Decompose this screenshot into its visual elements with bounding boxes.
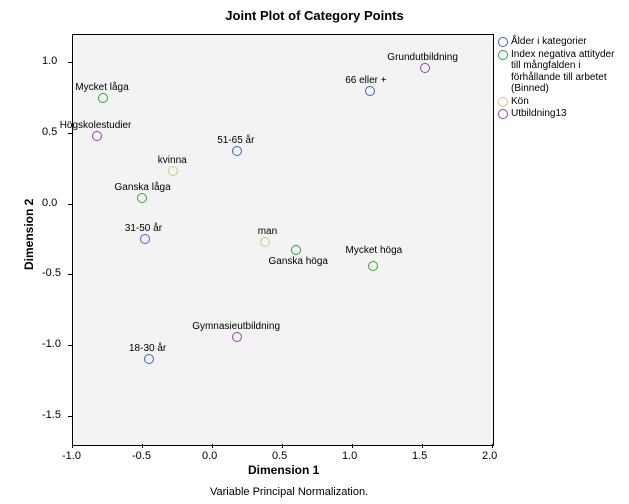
x-tick-label: -1.0 xyxy=(62,450,81,462)
x-tick xyxy=(352,444,353,448)
x-tick-label: 0.5 xyxy=(272,450,287,462)
y-tick xyxy=(68,62,72,63)
x-tick xyxy=(142,444,143,448)
x-tick-label: -0.5 xyxy=(132,450,151,462)
x-tick xyxy=(212,444,213,448)
x-axis-title: Dimension 1 xyxy=(248,463,319,477)
x-tick-label: 2.0 xyxy=(482,450,497,462)
data-point-label: Gymnasieutbildning xyxy=(192,321,280,332)
chart-title: Joint Plot of Category Points xyxy=(0,8,629,23)
legend-item: Utbildning13 xyxy=(498,108,625,120)
legend-item: Index negativa attityder till mångfalden… xyxy=(498,49,625,95)
y-tick-label: -1.0 xyxy=(42,338,61,350)
y-axis-title: Dimension 2 xyxy=(22,199,36,270)
y-tick xyxy=(68,133,72,134)
y-tick-label: -0.5 xyxy=(42,267,61,279)
legend-marker-icon xyxy=(498,50,508,60)
x-tick-label: 1.5 xyxy=(412,450,427,462)
y-tick-label: 0.5 xyxy=(42,126,57,138)
data-point-label: kvinna xyxy=(158,155,187,166)
y-tick xyxy=(68,204,72,205)
x-tick xyxy=(422,444,423,448)
data-point-label: Ganska höga xyxy=(269,256,329,267)
data-point-label: Mycket låga xyxy=(75,82,128,93)
x-tick-label: 0.0 xyxy=(202,450,217,462)
data-point-label: 66 eller + xyxy=(345,75,386,86)
data-point xyxy=(137,193,147,203)
data-point xyxy=(92,131,102,141)
y-tick xyxy=(68,345,72,346)
x-tick xyxy=(282,444,283,448)
legend-label: Index negativa attityder till mångfalden… xyxy=(511,49,625,95)
data-point xyxy=(98,93,108,103)
data-point-label: 31-50 år xyxy=(125,223,162,234)
y-tick xyxy=(68,416,72,417)
data-point-label: Ganska låga xyxy=(115,182,171,193)
y-tick-label: 1.0 xyxy=(42,55,57,67)
y-tick xyxy=(68,274,72,275)
y-tick-label: 0.0 xyxy=(42,197,57,209)
data-point xyxy=(232,332,242,342)
legend-marker-icon xyxy=(498,109,508,119)
data-point-label: 51-65 år xyxy=(217,135,254,146)
data-point-label: Grundutbildning xyxy=(387,52,458,63)
chart-container: Joint Plot of Category Points Dimension … xyxy=(0,0,629,504)
data-point xyxy=(420,63,430,73)
plot-area xyxy=(72,34,494,446)
legend-marker-icon xyxy=(498,37,508,47)
data-point xyxy=(140,234,150,244)
data-point-label: 18-30 år xyxy=(129,343,166,354)
data-point-label: Mycket höga xyxy=(346,245,403,256)
data-point xyxy=(168,166,178,176)
y-tick-label: -1.5 xyxy=(42,409,61,421)
legend-label: Kön xyxy=(511,96,529,108)
chart-footnote: Variable Principal Normalization. xyxy=(210,486,368,498)
data-point xyxy=(365,86,375,96)
legend-item: Ålder i kategorier xyxy=(498,36,625,48)
legend-item: Kön xyxy=(498,96,625,108)
legend: Ålder i kategorierIndex negativa attityd… xyxy=(498,36,625,121)
legend-marker-icon xyxy=(498,97,508,107)
data-point-label: man xyxy=(258,226,277,237)
x-tick xyxy=(72,444,73,448)
data-point xyxy=(368,261,378,271)
data-point-label: Högskolestudier xyxy=(60,120,132,131)
legend-label: Ålder i kategorier xyxy=(511,36,587,48)
x-tick xyxy=(492,444,493,448)
legend-label: Utbildning13 xyxy=(511,108,567,120)
data-point xyxy=(260,237,270,247)
x-tick-label: 1.0 xyxy=(342,450,357,462)
